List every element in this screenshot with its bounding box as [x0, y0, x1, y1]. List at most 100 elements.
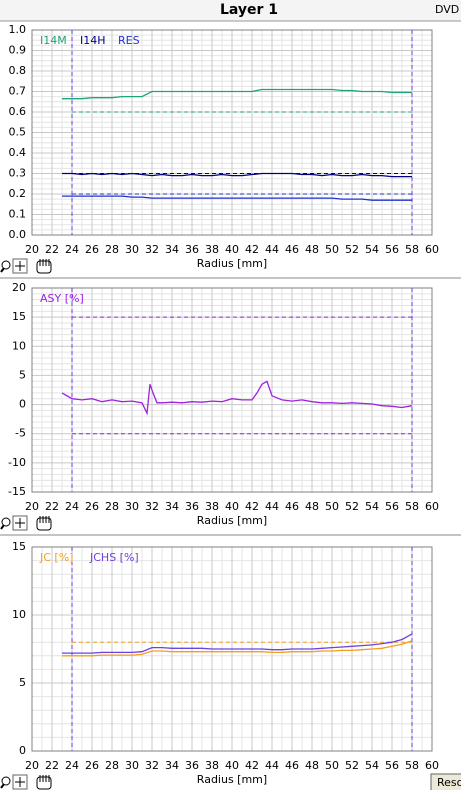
y-tick-label: -10 — [8, 456, 26, 469]
x-tick-label: 58 — [405, 759, 419, 772]
y-tick-label: -15 — [8, 485, 26, 498]
x-tick-label: 48 — [305, 500, 319, 513]
y-tick-label: 0 — [19, 744, 26, 757]
zoom-tool[interactable] — [1, 517, 11, 527]
x-tick-label: 26 — [85, 759, 99, 772]
x-tick-label: 42 — [245, 243, 259, 256]
reso-button[interactable] — [430, 773, 461, 790]
x-tick-label: 36 — [185, 500, 199, 513]
x-tick-label: 60 — [425, 243, 439, 256]
x-tick-label: 24 — [65, 243, 79, 256]
y-tick-label: 15 — [12, 310, 26, 323]
x-tick-label: 28 — [105, 500, 119, 513]
x-tick-label: 56 — [385, 500, 399, 513]
x-tick-label: 30 — [125, 759, 139, 772]
x-tick-label: 50 — [325, 759, 339, 772]
y-tick-label: 5 — [19, 368, 26, 381]
x-tick-label: 30 — [125, 500, 139, 513]
x-tick-label: 22 — [45, 500, 59, 513]
plot-frame — [31, 29, 433, 236]
y-tick-label: 0.5 — [9, 126, 27, 139]
x-tick-label: 60 — [425, 759, 439, 772]
x-tick-label: 40 — [225, 243, 239, 256]
y-tick-label: 10 — [12, 339, 26, 352]
x-tick-label: 38 — [205, 500, 219, 513]
y-tick-label: 20 — [12, 281, 26, 294]
x-tick-label: 54 — [365, 759, 379, 772]
x-tick-label: 46 — [285, 500, 299, 513]
x-tick-label: 20 — [25, 500, 39, 513]
y-tick-label: -5 — [15, 427, 26, 440]
x-axis-label: Radius [mm] — [197, 257, 267, 270]
zoom-tool[interactable] — [1, 776, 11, 786]
y-tick-label: 10 — [12, 608, 26, 621]
zoom-tool[interactable] — [1, 260, 11, 270]
x-tick-label: 48 — [305, 759, 319, 772]
x-tick-label: 34 — [165, 243, 179, 256]
title: Layer 1 — [220, 2, 278, 18]
x-tick-label: 40 — [225, 759, 239, 772]
x-tick-label: 22 — [45, 243, 59, 256]
series-line — [62, 172, 412, 178]
x-tick-label: 52 — [345, 243, 359, 256]
series-line — [62, 633, 413, 654]
series-line — [62, 195, 412, 201]
x-tick-label: 38 — [205, 759, 219, 772]
x-tick-label: 56 — [385, 759, 399, 772]
x-tick-label: 48 — [305, 243, 319, 256]
y-tick-label: 0.8 — [9, 64, 27, 77]
x-tick-label: 38 — [205, 243, 219, 256]
x-tick-label: 54 — [365, 243, 379, 256]
legend-entry: JCHS [%] — [89, 551, 139, 564]
zoom-tool-handle — [0, 783, 5, 789]
plot-frame — [31, 287, 433, 493]
x-tick-label: 26 — [85, 243, 99, 256]
reso-button-label[interactable]: Reso — [437, 776, 461, 789]
x-tick-label: 34 — [165, 759, 179, 772]
legend-entry: I14H — [80, 34, 106, 47]
x-tick-label: 20 — [25, 243, 39, 256]
x-tick-label: 58 — [405, 243, 419, 256]
title-bar — [0, 0, 461, 21]
zoom-tool-handle — [0, 524, 5, 530]
y-tick-label: 0.9 — [9, 44, 27, 57]
x-tick-label: 24 — [65, 500, 79, 513]
x-tick-label: 28 — [105, 759, 119, 772]
x-axis-label: Radius [mm] — [197, 514, 267, 527]
series-line — [61, 380, 413, 416]
x-tick-label: 22 — [45, 759, 59, 772]
series-line — [62, 640, 413, 657]
x-tick-label: 20 — [25, 759, 39, 772]
x-tick-label: 32 — [145, 759, 159, 772]
legend-entry: I14M — [40, 34, 67, 47]
y-tick-label: 5 — [19, 676, 26, 689]
x-tick-label: 44 — [265, 500, 279, 513]
x-tick-label: 36 — [185, 243, 199, 256]
y-tick-label: 0.1 — [9, 208, 27, 221]
x-axis-label: Radius [mm] — [197, 773, 267, 786]
x-tick-label: 30 — [125, 243, 139, 256]
x-tick-label: 42 — [245, 759, 259, 772]
x-tick-label: 44 — [265, 759, 279, 772]
x-tick-label: 26 — [85, 500, 99, 513]
x-tick-label: 32 — [145, 243, 159, 256]
x-tick-label: 32 — [145, 500, 159, 513]
y-tick-label: 0.2 — [9, 187, 27, 200]
legend-entry: ASY [%] — [40, 292, 84, 305]
x-tick-label: 50 — [325, 500, 339, 513]
series-line — [62, 88, 412, 100]
y-tick-label: 0.6 — [9, 105, 27, 118]
x-tick-label: 54 — [365, 500, 379, 513]
plot-frame — [31, 546, 433, 752]
x-tick-label: 56 — [385, 243, 399, 256]
x-tick-label: 40 — [225, 500, 239, 513]
x-tick-label: 46 — [285, 759, 299, 772]
legend-entry: RES — [118, 34, 140, 47]
x-tick-label: 60 — [425, 500, 439, 513]
legend-entry: JC [%] — [39, 551, 73, 564]
y-tick-label: 0 — [19, 398, 26, 411]
x-tick-label: 34 — [165, 500, 179, 513]
x-tick-label: 46 — [285, 243, 299, 256]
x-tick-label: 42 — [245, 500, 259, 513]
